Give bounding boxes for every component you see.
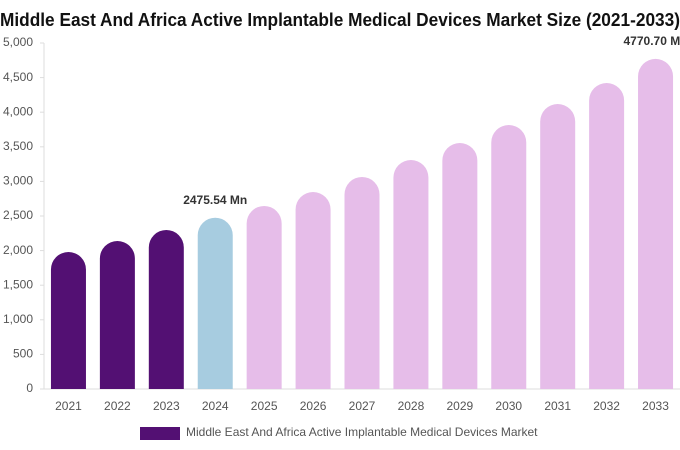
x-tick-label: 2021 (55, 399, 82, 413)
y-tick-label: 1,500 (3, 277, 33, 291)
x-tick-label: 2028 (398, 399, 425, 413)
bar (540, 104, 576, 390)
y-tick-label: 4,000 (3, 104, 33, 118)
chart-title: Middle East And Africa Active Implantabl… (0, 10, 680, 30)
bar (638, 58, 674, 390)
y-tick-label: 2,500 (3, 208, 33, 222)
bar (491, 125, 527, 390)
bar (589, 82, 625, 390)
y-tick-label: 5,000 (3, 35, 33, 49)
bar (246, 205, 282, 389)
x-tick-label: 2031 (544, 399, 571, 413)
value-label: 2475.54 Mn (183, 193, 247, 207)
value-label: 4770.70 Mn (624, 34, 680, 48)
y-tick-label: 0 (26, 381, 33, 395)
x-tick-label: 2027 (349, 399, 376, 413)
bar (197, 217, 233, 389)
bar (295, 191, 331, 389)
x-tick-label: 2029 (446, 399, 473, 413)
x-tick-label: 2022 (104, 399, 131, 413)
x-tick-label: 2030 (495, 399, 522, 413)
y-tick-label: 1,000 (3, 312, 33, 326)
bar (99, 240, 135, 389)
x-tick-label: 2025 (251, 399, 278, 413)
bar (148, 229, 184, 389)
legend-swatch (140, 427, 180, 440)
bar (50, 251, 86, 389)
x-tick-label: 2026 (300, 399, 327, 413)
y-tick-label: 4,500 (3, 70, 33, 84)
bar (442, 142, 478, 389)
x-tick-label: 2023 (153, 399, 180, 413)
x-tick-label: 2032 (593, 399, 620, 413)
x-tick-label: 2024 (202, 399, 229, 413)
bar (344, 176, 380, 389)
x-tick-label: 2033 (642, 399, 669, 413)
y-tick-label: 2,000 (3, 243, 33, 257)
y-tick-label: 3,500 (3, 139, 33, 153)
bar (393, 160, 429, 389)
legend-label: Middle East And Africa Active Implantabl… (186, 425, 538, 439)
y-tick-label: 3,000 (3, 174, 33, 188)
y-tick-label: 500 (13, 347, 33, 361)
